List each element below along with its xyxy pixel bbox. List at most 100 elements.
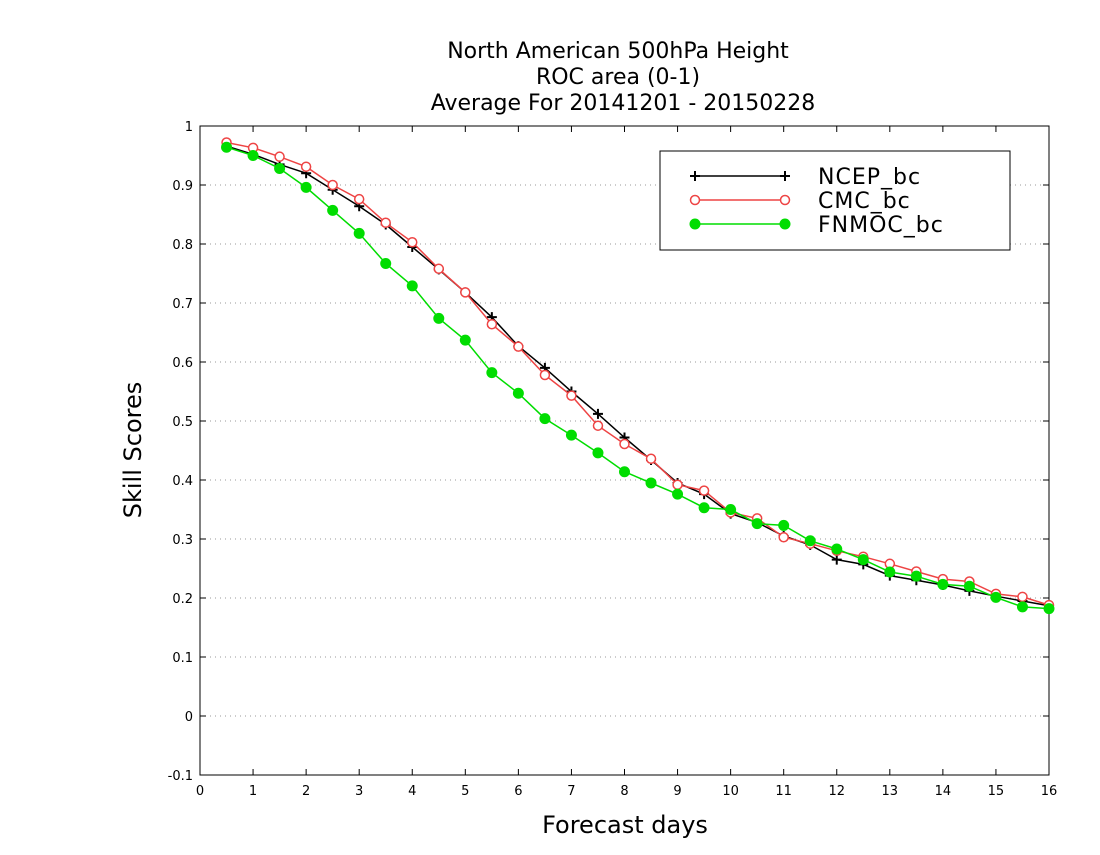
y-tick-label: 0.9 — [172, 179, 193, 194]
data-point-cmc-bc — [433, 263, 445, 275]
data-point-fnmoc-bc — [672, 488, 684, 500]
x-tick-label: 9 — [673, 784, 681, 799]
data-point-fnmoc-bc — [857, 554, 869, 566]
legend-item-fnmoc-bc: FNMOC_bc — [689, 213, 944, 238]
data-point-fnmoc-bc — [221, 141, 233, 153]
y-tick-label: 0.5 — [172, 415, 193, 430]
x-tick-label: 6 — [514, 784, 522, 799]
data-point-fnmoc-bc — [247, 150, 259, 161]
data-point-ncep-bc — [831, 554, 842, 565]
data-point-fnmoc-bc — [884, 566, 896, 578]
data-point-cmc-bc — [539, 369, 551, 381]
x-tick-label: 15 — [988, 784, 1005, 799]
chart-title: North American 500hPa Height ROC area (0… — [431, 39, 816, 116]
x-tick-label: 13 — [882, 784, 899, 799]
data-point-cmc-bc — [380, 217, 391, 229]
y-tick-label: 0.4 — [172, 474, 193, 489]
data-point-cmc-bc — [407, 236, 418, 248]
data-point-fnmoc-bc — [459, 334, 471, 346]
y-tick-label: 0.3 — [172, 533, 193, 548]
legend-item-cmc-bc: CMC_bc — [689, 189, 911, 214]
legend-marker-cmc-bc — [779, 194, 791, 206]
y-tick-label: 0.7 — [172, 297, 193, 312]
data-point-fnmoc-bc — [300, 181, 312, 193]
data-point-fnmoc-bc — [406, 280, 418, 292]
gridlines — [200, 184, 1049, 717]
x-axis-ticks: 0 1 2 3 4 5 6 7 8 9 10 11 12 13 14 15 16 — [196, 126, 1057, 799]
y-tick-label: 0.8 — [172, 238, 193, 253]
title-line-3: Average For 20141201 - 20150228 — [431, 91, 816, 116]
data-point-fnmoc-bc — [380, 257, 392, 269]
data-point-cmc-bc — [327, 179, 338, 191]
data-point-fnmoc-bc — [486, 367, 498, 379]
data-point-fnmoc-bc — [565, 429, 577, 441]
x-tick-label: 7 — [567, 784, 575, 799]
y-axis-title: Skill Scores — [119, 382, 147, 519]
series-fnmoc-bc — [221, 141, 1055, 615]
data-point-cmc-bc — [300, 161, 312, 172]
data-point-fnmoc-bc — [512, 387, 524, 399]
y-tick-label: 0.2 — [172, 592, 193, 607]
data-point-cmc-bc — [513, 341, 524, 352]
series-layer — [221, 137, 1055, 615]
x-tick-label: 14 — [935, 784, 952, 799]
data-point-fnmoc-bc — [327, 204, 339, 216]
data-point-ncep-bc — [592, 408, 603, 419]
x-axis-title: Forecast days — [542, 811, 708, 839]
y-tick-label: 0 — [185, 710, 193, 725]
data-point-fnmoc-bc — [990, 591, 1002, 603]
data-point-fnmoc-bc — [804, 535, 816, 547]
y-tick-label: 0.6 — [172, 356, 193, 371]
x-tick-label: 4 — [408, 784, 416, 799]
data-point-fnmoc-bc — [963, 580, 975, 592]
data-point-cmc-bc — [619, 438, 630, 450]
x-tick-label: 10 — [722, 784, 739, 799]
x-tick-label: 0 — [196, 784, 204, 799]
data-point-fnmoc-bc — [274, 162, 286, 174]
data-point-cmc-bc — [592, 420, 604, 431]
legend-label-fnmoc-bc: FNMOC_bc — [818, 213, 944, 238]
legend-marker-fnmoc-bc — [779, 218, 791, 230]
data-point-cmc-bc — [566, 390, 577, 401]
data-point-cmc-bc — [353, 193, 365, 205]
data-point-fnmoc-bc — [910, 570, 922, 582]
data-point-fnmoc-bc — [831, 543, 843, 555]
data-point-fnmoc-bc — [619, 466, 630, 478]
data-point-fnmoc-bc — [592, 447, 604, 459]
title-line-2: ROC area (0-1) — [536, 65, 700, 90]
data-point-cmc-bc — [460, 287, 471, 298]
y-tick-label: 0.1 — [172, 651, 193, 666]
data-point-fnmoc-bc — [353, 227, 365, 239]
x-tick-label: 3 — [355, 784, 363, 799]
data-point-cmc-bc — [778, 531, 789, 543]
title-line-1: North American 500hPa Height — [447, 39, 789, 64]
data-point-fnmoc-bc — [645, 477, 657, 489]
y-tick-label: -0.1 — [168, 769, 193, 784]
x-tick-label: 11 — [775, 784, 792, 799]
data-point-fnmoc-bc — [751, 518, 763, 530]
data-point-cmc-bc — [698, 485, 710, 496]
legend-marker-ncep-bc — [690, 171, 700, 181]
legend-marker-fnmoc-bc — [689, 218, 701, 230]
data-point-fnmoc-bc — [539, 413, 551, 425]
x-tick-label: 16 — [1041, 784, 1058, 799]
x-tick-label: 8 — [620, 784, 628, 799]
data-point-cmc-bc — [645, 453, 657, 465]
data-point-fnmoc-bc — [725, 504, 737, 515]
data-point-fnmoc-bc — [1016, 601, 1028, 613]
data-point-cmc-bc — [486, 318, 498, 330]
y-axis-ticks: -0.1 0 0.1 0.2 0.3 0.4 0.5 0.6 0.7 0.8 0.9 1 — [168, 120, 1049, 784]
x-tick-label: 1 — [249, 784, 257, 799]
x-tick-label: 12 — [828, 784, 845, 799]
legend-label-ncep-bc: NCEP_bc — [818, 165, 921, 190]
legend-item-ncep-bc: NCEP_bc — [690, 165, 921, 190]
data-point-fnmoc-bc — [778, 519, 790, 531]
legend-marker-ncep-bc — [780, 171, 790, 181]
data-point-fnmoc-bc — [698, 502, 710, 514]
data-point-cmc-bc — [672, 479, 683, 490]
legend-marker-cmc-bc — [689, 194, 701, 206]
data-point-fnmoc-bc — [433, 312, 445, 324]
legend-label-cmc-bc: CMC_bc — [818, 189, 911, 214]
